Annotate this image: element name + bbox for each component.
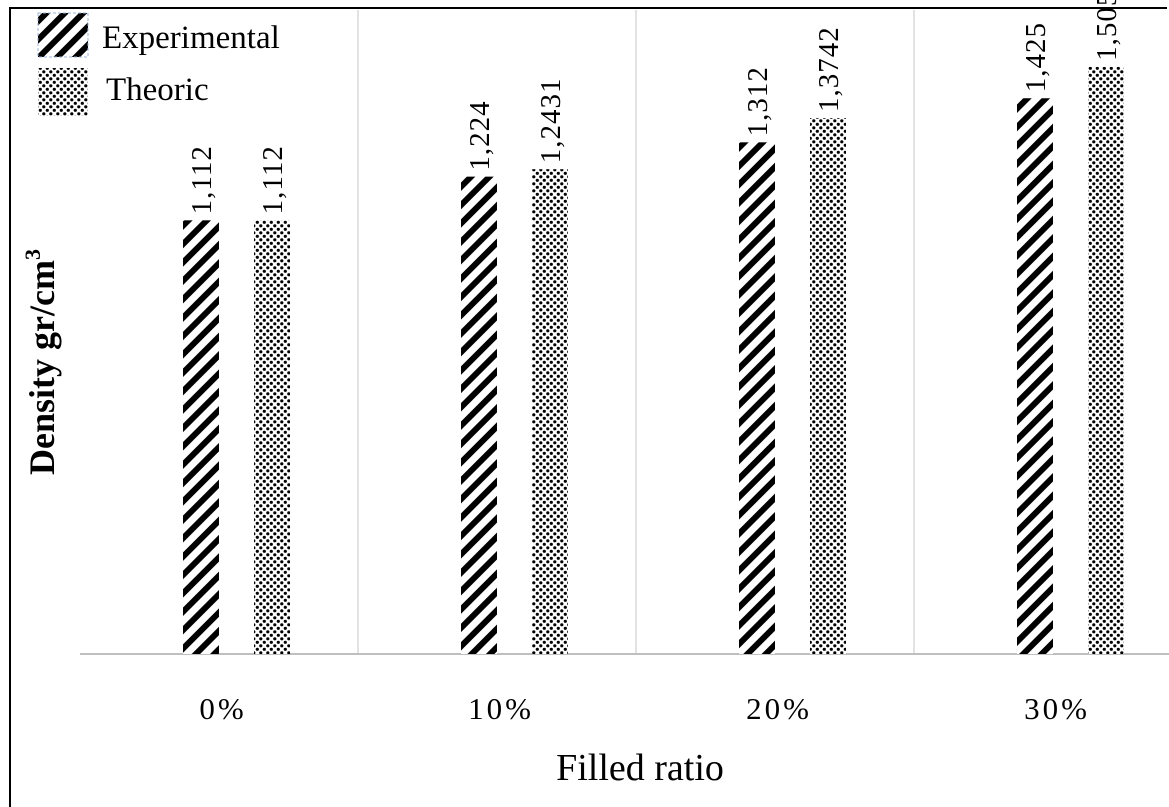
x-axis-label: Filled ratio: [556, 747, 724, 789]
category-gridlines: [357, 10, 915, 654]
legend-label-theoric: Theoric: [106, 72, 209, 108]
bar-theoric-1: [532, 169, 568, 655]
bar-experimental-0: [183, 220, 219, 654]
data-label-theoric-1: 1,2431: [535, 77, 567, 163]
x-tick-label: 0%: [199, 691, 246, 726]
data-label-experimental-2: 1,312: [742, 66, 774, 136]
legend-label-experimental: Experimental: [102, 20, 280, 56]
bar-experimental-3: [1017, 98, 1053, 654]
x-tick-labels: 0% 10% 20% 30%: [199, 691, 1090, 726]
legend-swatch-experimental: [37, 12, 89, 58]
y-axis-label-superscript: 3: [20, 249, 45, 260]
bars-group: [183, 66, 1124, 655]
data-label-experimental-1: 1,224: [464, 100, 496, 170]
bar-experimental-2: [739, 142, 775, 654]
legend: Experimental Theoric: [37, 12, 280, 116]
data-label-theoric-2: 1,3742: [813, 26, 845, 112]
data-label-experimental-3: 1,425: [1020, 22, 1052, 92]
bar-theoric-3: [1088, 66, 1124, 655]
bar-theoric-2: [810, 118, 846, 654]
bar-theoric-0: [254, 220, 290, 654]
x-tick-label: 30%: [1024, 691, 1090, 726]
chart-frame: [9, 7, 1167, 807]
x-tick-label: 20%: [746, 691, 812, 726]
y-axis-label: Density gr/cm3: [20, 249, 62, 475]
data-label-experimental-0: 1,112: [186, 145, 218, 214]
bar-experimental-1: [461, 176, 497, 654]
data-label-theoric-3: 1,5053: [1091, 0, 1123, 61]
y-axis-label-text: Density gr/cm: [22, 260, 62, 475]
x-tick-label: 10%: [468, 691, 534, 726]
data-label-theoric-0: 1,112: [257, 145, 289, 214]
legend-swatch-theoric: [38, 68, 88, 116]
data-labels-group: 1,112 1,112 1,224 1,2431 1,312 1,3742 1,425 1,5…: [186, 0, 1123, 214]
